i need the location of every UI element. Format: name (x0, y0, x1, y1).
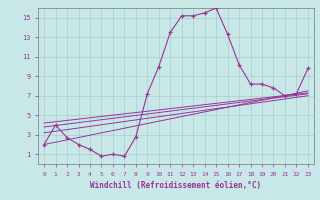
X-axis label: Windchill (Refroidissement éolien,°C): Windchill (Refroidissement éolien,°C) (91, 181, 261, 190)
